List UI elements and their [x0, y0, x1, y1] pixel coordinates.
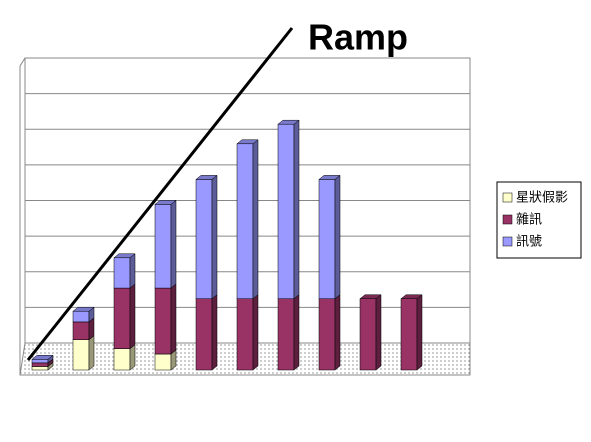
- bar-side: [334, 174, 341, 300]
- bar-front: [72, 310, 90, 323]
- bar-side: [211, 174, 218, 300]
- bar-front: [318, 298, 336, 371]
- bar-side: [129, 344, 136, 371]
- bar-top: [236, 139, 259, 145]
- wall-edge: [19, 57, 26, 67]
- bar-top: [277, 119, 300, 125]
- bar-front: [359, 298, 377, 371]
- bar-front: [318, 179, 336, 299]
- bar-top: [154, 200, 177, 205]
- bar-top: [113, 253, 136, 259]
- bar-side: [170, 283, 177, 355]
- bar: [72, 335, 95, 371]
- bar-front: [195, 179, 213, 299]
- bar-front: [72, 339, 90, 371]
- annotation: Ramp: [308, 17, 408, 58]
- bar-side: [334, 294, 341, 371]
- bar-front: [31, 362, 49, 367]
- bar-front: [113, 287, 131, 349]
- legend-label: 訊號: [516, 235, 542, 250]
- bar-top: [318, 175, 341, 180]
- bar-front: [113, 348, 131, 371]
- bar-top: [31, 355, 54, 360]
- legend-swatch: [502, 192, 513, 203]
- legend-swatch: [502, 236, 513, 247]
- bar-side: [170, 199, 177, 289]
- bar: [195, 294, 218, 371]
- bar-front: [154, 204, 172, 289]
- bar-top: [72, 306, 95, 312]
- bar: [277, 294, 300, 371]
- legend-label: 雜訊: [516, 213, 542, 228]
- bar-side: [211, 294, 218, 371]
- bar: [195, 174, 218, 300]
- bar-front: [31, 359, 49, 364]
- bar: [113, 283, 136, 350]
- bar-front: [154, 287, 172, 355]
- bar: [359, 294, 382, 371]
- bar-front: [72, 321, 90, 340]
- bar-side: [375, 294, 382, 371]
- bar-side: [252, 294, 259, 371]
- bar-front: [31, 366, 49, 371]
- bar-side: [129, 253, 136, 289]
- bar-front: [195, 298, 213, 371]
- bar-front: [277, 123, 295, 299]
- bar: [154, 199, 177, 289]
- bar-top: [195, 175, 218, 180]
- legend-label: 星狀假影: [516, 191, 568, 206]
- bar: [154, 283, 177, 355]
- bar-side: [129, 283, 136, 350]
- bar-front: [236, 298, 254, 371]
- bar-side: [416, 294, 423, 371]
- ramp-line: [26, 27, 294, 361]
- bar: [318, 294, 341, 371]
- bar: [400, 294, 423, 371]
- bar-front: [236, 143, 254, 299]
- bar-top: [400, 294, 423, 299]
- bar-side: [88, 335, 95, 371]
- bar: [31, 354, 54, 364]
- legend-swatch: [502, 214, 513, 225]
- bar: [318, 174, 341, 300]
- bar: [277, 119, 300, 300]
- bar-side: [293, 294, 300, 371]
- bar: [72, 306, 95, 323]
- bar-front: [400, 298, 418, 371]
- bar-front: [154, 353, 172, 371]
- bar-side: [293, 119, 300, 300]
- bar: [113, 253, 136, 289]
- bar: [236, 294, 259, 371]
- bar-front: [277, 298, 295, 371]
- bar-front: [113, 257, 131, 289]
- bar-side: [252, 139, 259, 300]
- bar: [236, 139, 259, 300]
- bar-top: [359, 294, 382, 299]
